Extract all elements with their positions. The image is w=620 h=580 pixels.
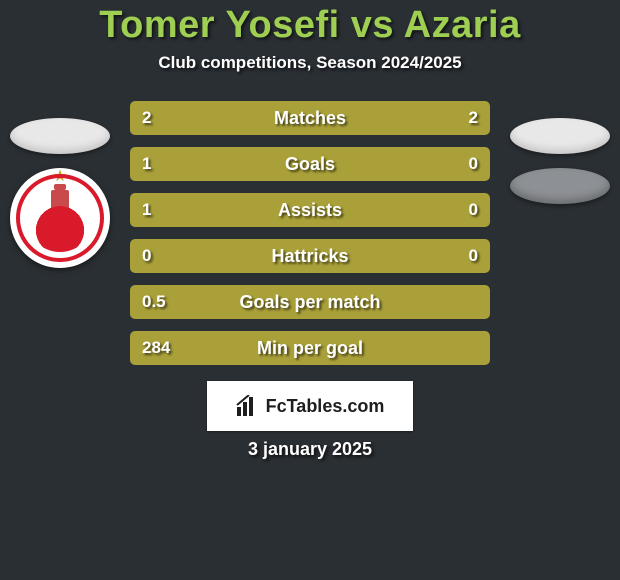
stat-left-value: 1 bbox=[130, 193, 163, 227]
stat-right-value bbox=[466, 285, 490, 319]
subtitle: Club competitions, Season 2024/2025 bbox=[0, 53, 620, 73]
stat-bar-row: 0.5Goals per match bbox=[130, 285, 490, 319]
stat-right-value bbox=[466, 331, 490, 365]
stat-bar-row: 22Matches bbox=[130, 101, 490, 135]
stat-bar-row: 10Assists bbox=[130, 193, 490, 227]
left-player-column: ★ bbox=[10, 118, 110, 268]
badge-inner bbox=[26, 184, 94, 252]
stat-bar-row: 10Goals bbox=[130, 147, 490, 181]
stat-right-value: 0 bbox=[457, 147, 490, 181]
stat-right-value: 0 bbox=[457, 193, 490, 227]
bar-left-fill bbox=[130, 285, 472, 319]
date-line: 3 january 2025 bbox=[0, 439, 620, 460]
bar-chart-icon bbox=[236, 395, 260, 417]
left-club-badge: ★ bbox=[10, 168, 110, 268]
right-player-column bbox=[510, 118, 610, 204]
bar-left-fill bbox=[130, 193, 411, 227]
left-player-avatar bbox=[10, 118, 110, 154]
stat-right-value: 2 bbox=[457, 101, 490, 135]
right-player-avatar bbox=[510, 118, 610, 154]
stat-bar-row: 284Min per goal bbox=[130, 331, 490, 365]
bar-left-fill bbox=[130, 147, 411, 181]
stat-left-value: 0.5 bbox=[130, 285, 178, 319]
stat-left-value: 284 bbox=[130, 331, 182, 365]
stat-left-value: 1 bbox=[130, 147, 163, 181]
stat-bar-row: 00Hattricks bbox=[130, 239, 490, 273]
right-club-placeholder bbox=[510, 168, 610, 204]
stats-bar-list: 22Matches10Goals10Assists00Hattricks0.5G… bbox=[130, 101, 490, 365]
brand-attribution[interactable]: FcTables.com bbox=[207, 381, 413, 431]
stat-left-value: 2 bbox=[130, 101, 163, 135]
infographic-root: Tomer Yosefi vs Azaria Club competitions… bbox=[0, 0, 620, 580]
brand-text: FcTables.com bbox=[266, 396, 385, 417]
stat-right-value: 0 bbox=[457, 239, 490, 273]
stat-left-value: 0 bbox=[130, 239, 163, 273]
page-title: Tomer Yosefi vs Azaria bbox=[0, 4, 620, 47]
